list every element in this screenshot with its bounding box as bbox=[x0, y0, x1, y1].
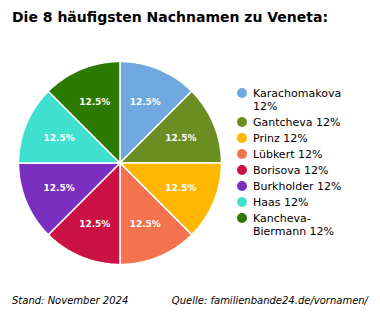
svg-text:12.5%: 12.5% bbox=[79, 218, 110, 228]
svg-text:12.5%: 12.5% bbox=[79, 96, 110, 106]
svg-text:12.5%: 12.5% bbox=[165, 132, 196, 142]
html-text:Karachomakova 12%: Karachomakova 12% bbox=[253, 86, 342, 113]
html-text:Gantcheva 12%: Gantcheva 12% bbox=[253, 115, 341, 129]
html-text:Burkholder 12%: Burkholder 12% bbox=[253, 179, 342, 193]
html-text:Die 8 häufigsten Nachnamen zu: Die 8 häufigsten Nachnamen zu Veneta: bbox=[12, 9, 329, 25]
html-text:Lübkert 12%: Lübkert 12% bbox=[253, 147, 323, 161]
html-text:Kancheva- Biermann 12%: Kancheva- Biermann 12% bbox=[253, 211, 334, 238]
html-text:Stand: November 2024: Stand: November 2024 bbox=[12, 295, 129, 306]
html-text:Borisova 12%: Borisova 12% bbox=[253, 163, 329, 177]
html-text:Haas 12%: Haas 12% bbox=[253, 195, 309, 209]
svg-text:12.5%: 12.5% bbox=[165, 183, 196, 193]
svg-text:12.5%: 12.5% bbox=[43, 183, 74, 193]
svg-text:12.5%: 12.5% bbox=[130, 218, 161, 228]
svg-text:12.5%: 12.5% bbox=[130, 96, 161, 106]
svg-text:12.5%: 12.5% bbox=[43, 132, 74, 142]
html-text:Prinz 12%: Prinz 12% bbox=[253, 131, 308, 145]
html-text:Quelle: familienbande24.de/vor: Quelle: familienbande24.de/vornamen/ bbox=[171, 295, 368, 306]
